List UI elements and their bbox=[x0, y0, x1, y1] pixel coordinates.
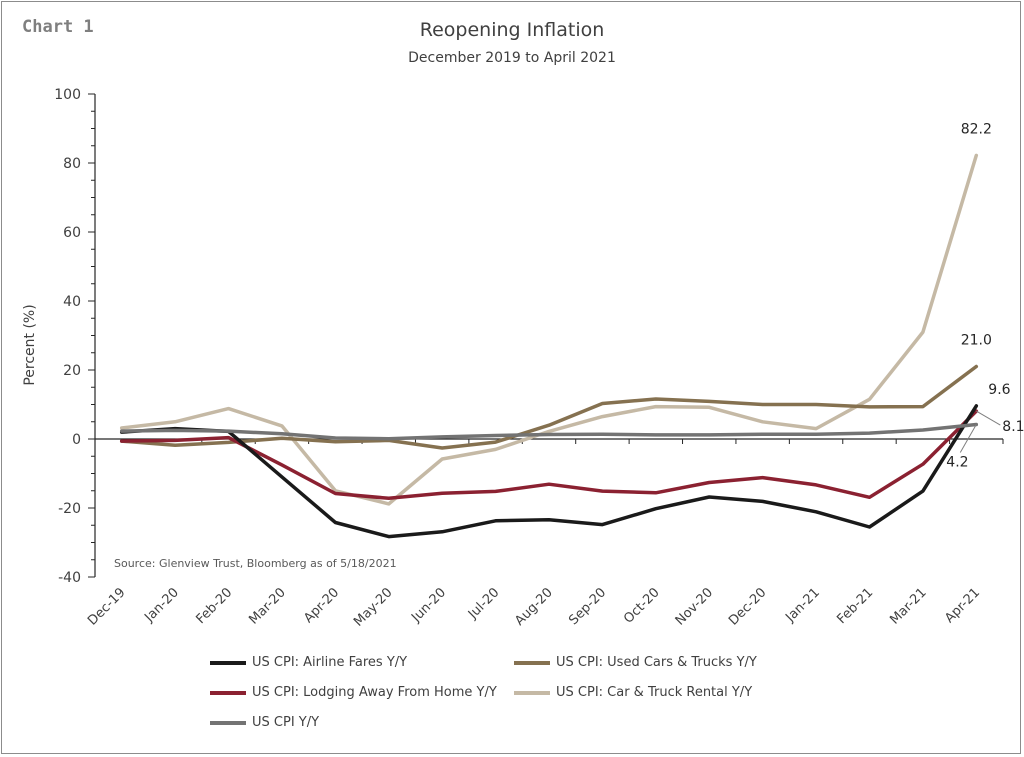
legend-item: US CPI: Airline Fares Y/Y bbox=[210, 655, 407, 670]
y-tick-label: -40 bbox=[58, 570, 81, 586]
data-label: 21.0 bbox=[961, 333, 992, 349]
y-tick-label: 100 bbox=[54, 87, 81, 103]
x-tick-label: Aug-20 bbox=[512, 585, 556, 629]
legend-swatch bbox=[514, 690, 550, 695]
x-tick-label: Dec-19 bbox=[85, 585, 128, 628]
data-label: 9.6 bbox=[988, 382, 1010, 398]
legend-item: US CPI: Car & Truck Rental Y/Y bbox=[514, 685, 752, 700]
legend-item: US CPI: Used Cars & Trucks Y/Y bbox=[514, 655, 757, 670]
chart-title: Reopening Inflation bbox=[419, 19, 605, 41]
annotation-leader bbox=[976, 410, 1001, 426]
legend-label: US CPI: Used Cars & Trucks Y/Y bbox=[556, 655, 757, 670]
x-tick-label: Nov-20 bbox=[673, 585, 716, 628]
legend-swatch bbox=[210, 690, 246, 695]
x-tick-label: Apr-21 bbox=[942, 585, 983, 626]
legend-swatch bbox=[210, 660, 246, 665]
series-line-0 bbox=[119, 404, 979, 539]
y-tick-label: 20 bbox=[63, 363, 81, 379]
data-label: 4.2 bbox=[946, 455, 968, 471]
source-note: Source: Glenview Trust, Bloomberg as of … bbox=[114, 557, 397, 570]
legend-item: US CPI Y/Y bbox=[210, 715, 319, 730]
chart-subtitle: December 2019 to April 2021 bbox=[408, 50, 616, 66]
legend-label: US CPI Y/Y bbox=[252, 715, 320, 730]
data-labels: 82.2 21.0 9.6 8.1 4.2 bbox=[946, 121, 1024, 470]
x-tick-label: Oct-20 bbox=[621, 585, 663, 627]
y-tick-label: 40 bbox=[63, 294, 81, 310]
chart-number-label: Chart 1 bbox=[22, 17, 94, 37]
y-tick-label: -20 bbox=[58, 501, 81, 517]
annotation-leader bbox=[959, 424, 977, 453]
x-tick-label: Jan-20 bbox=[141, 585, 182, 626]
legend-label: US CPI: Lodging Away From Home Y/Y bbox=[252, 685, 497, 700]
x-tick-label: Mar-20 bbox=[246, 585, 288, 627]
x-tick-label: Jun-20 bbox=[408, 585, 449, 626]
data-label: 82.2 bbox=[961, 121, 992, 137]
series-line-3 bbox=[119, 153, 979, 506]
y-tick-label: 0 bbox=[72, 432, 81, 448]
series-lines bbox=[119, 153, 979, 539]
legend-label: US CPI: Car & Truck Rental Y/Y bbox=[556, 685, 753, 700]
x-tick-label: Jan-21 bbox=[782, 585, 823, 626]
legend-swatch bbox=[210, 720, 246, 725]
legend-label: US CPI: Airline Fares Y/Y bbox=[252, 655, 408, 670]
series-line-1 bbox=[119, 364, 979, 450]
x-tick-label: Mar-21 bbox=[887, 585, 929, 627]
x-tick-label: Dec-20 bbox=[726, 585, 769, 628]
series-line-2 bbox=[119, 409, 979, 501]
legend-item: US CPI: Lodging Away From Home Y/Y bbox=[210, 685, 497, 700]
x-tick-label: Feb-21 bbox=[834, 585, 876, 627]
x-tick-label: Feb-20 bbox=[193, 585, 235, 627]
y-tick-label: 80 bbox=[63, 156, 81, 172]
x-tick-label: Jul-20 bbox=[465, 585, 502, 622]
y-tick-label: 60 bbox=[63, 225, 81, 241]
data-label: 8.1 bbox=[1002, 419, 1024, 435]
series-line-4 bbox=[119, 422, 979, 441]
x-tick-label: Apr-20 bbox=[301, 585, 342, 626]
legend-swatch bbox=[514, 660, 550, 665]
axes: -40 -20 0 20 40 60 80 100 Dec-19 Jan-20 Feb-20 Mar-… bbox=[54, 87, 1004, 630]
x-tick-label: May-20 bbox=[351, 585, 395, 629]
x-tick-label: Sep-20 bbox=[566, 585, 609, 628]
